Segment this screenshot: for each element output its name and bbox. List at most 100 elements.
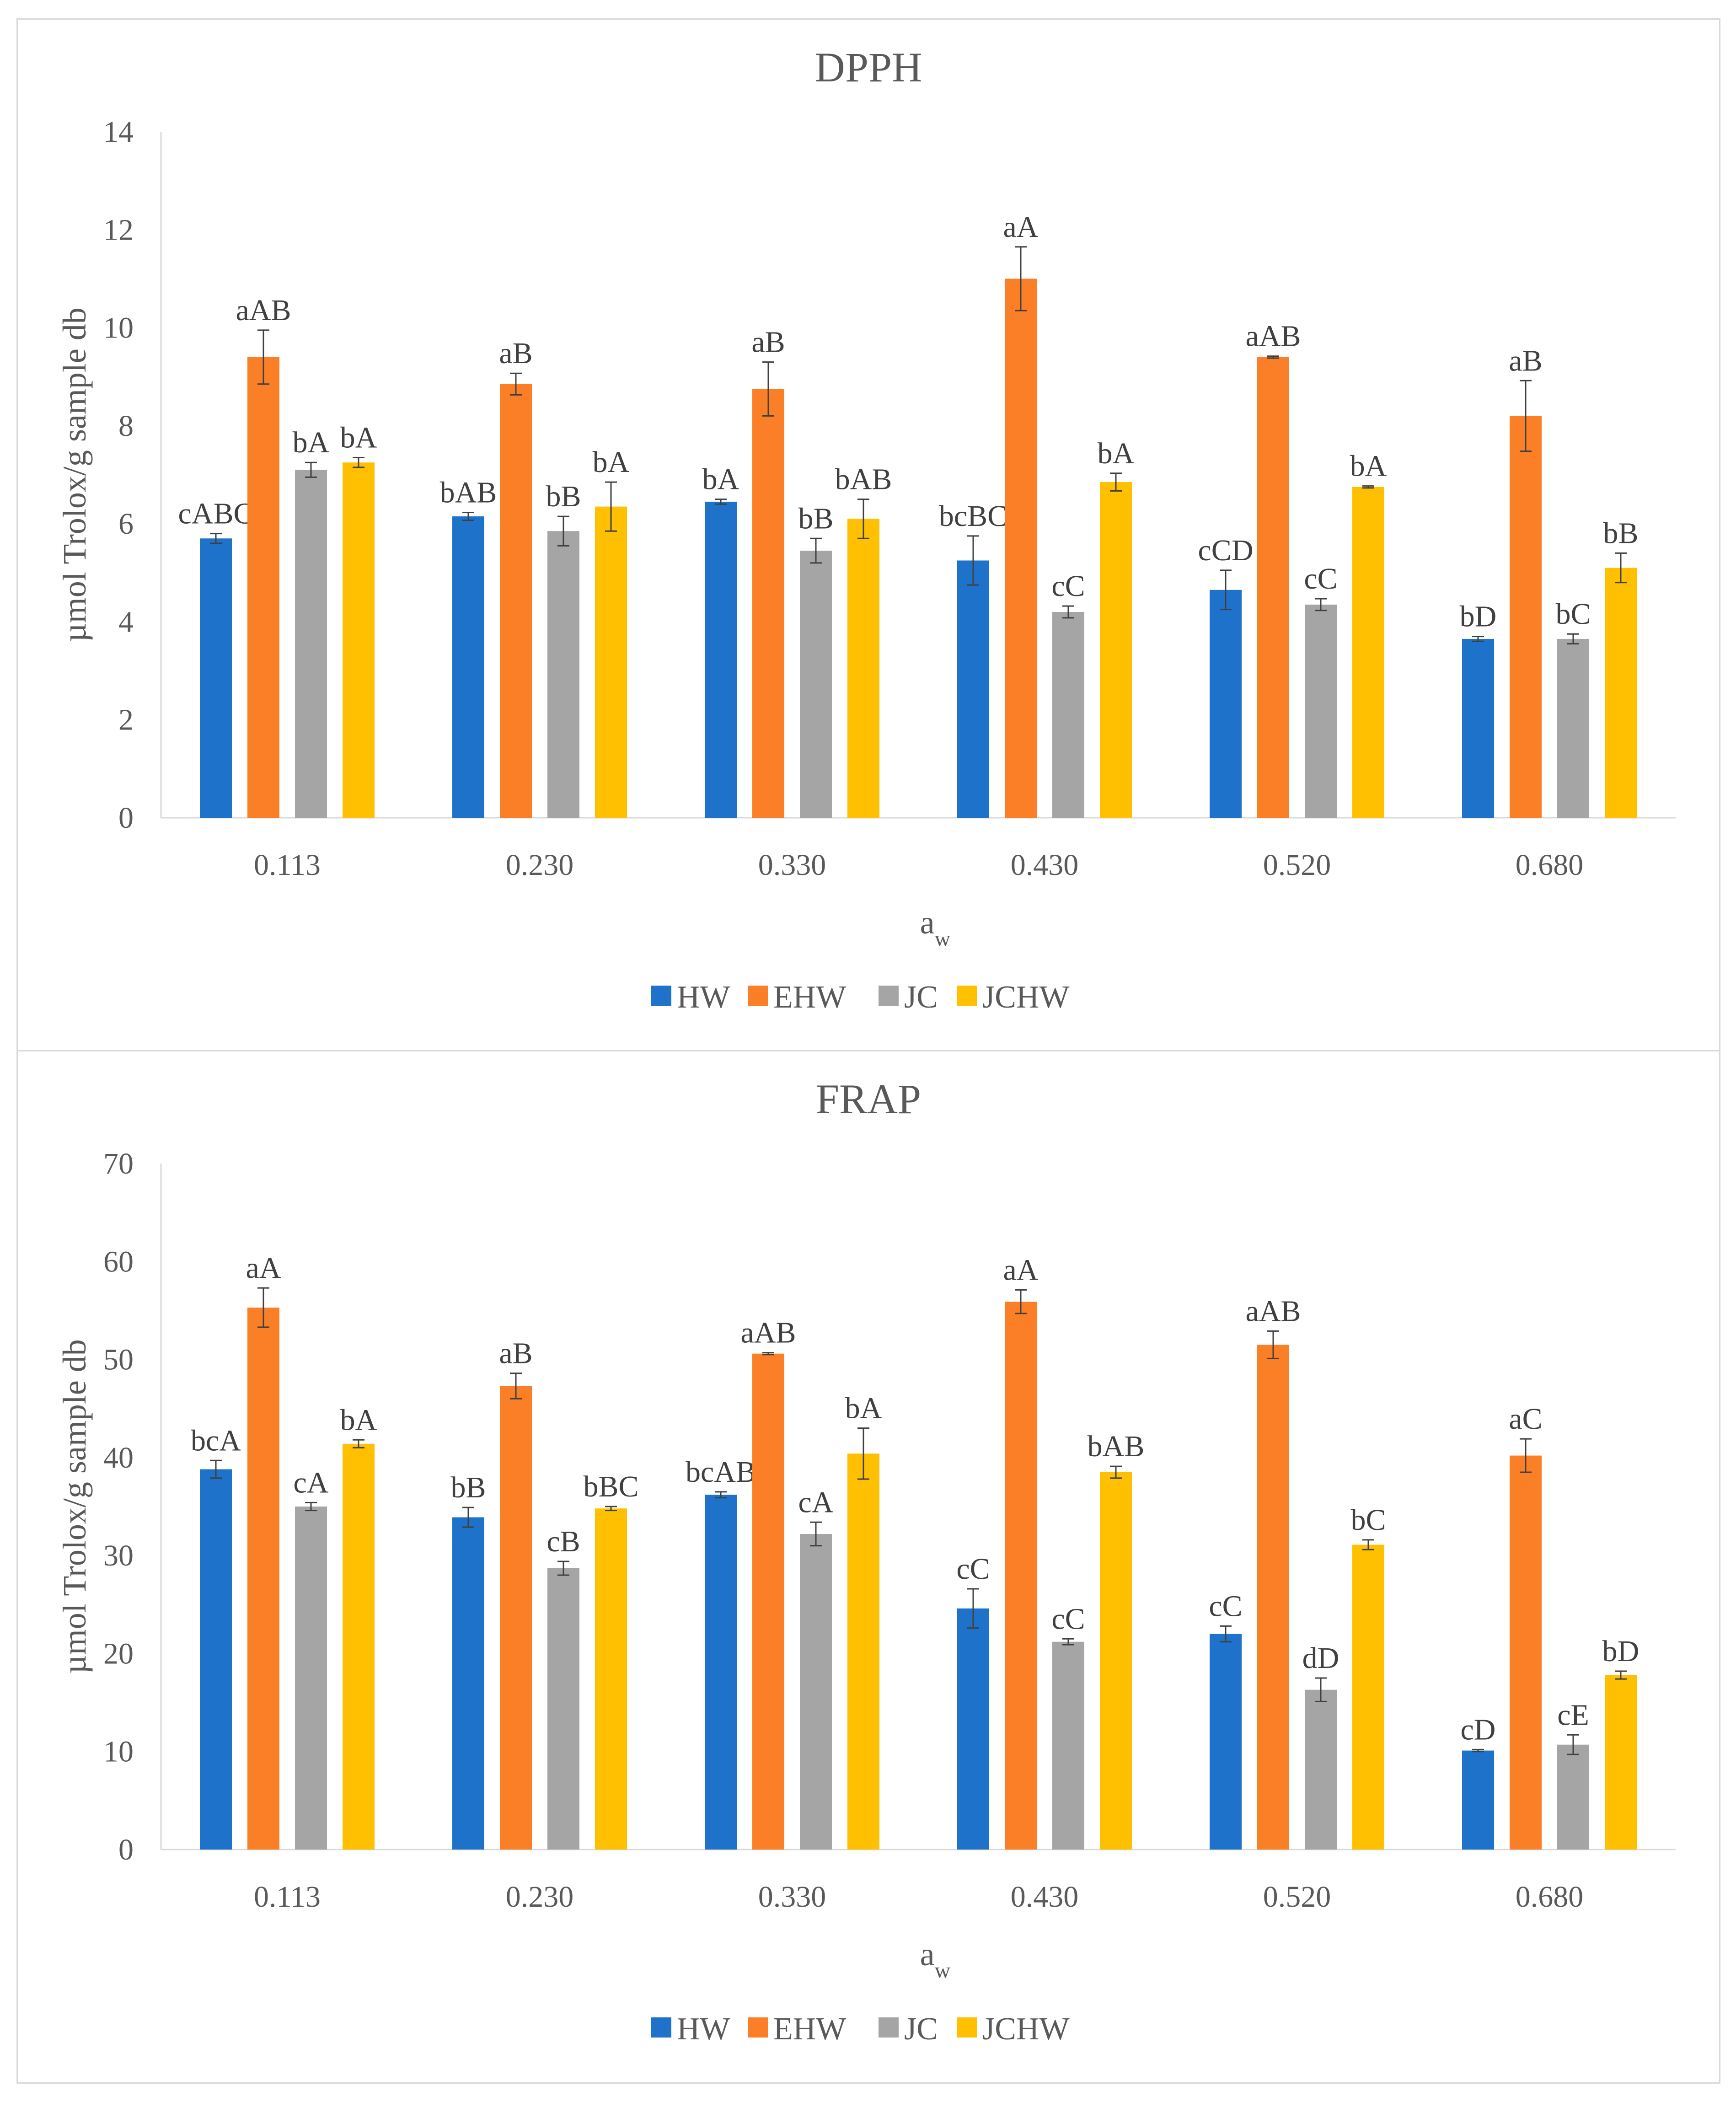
frap-y-tick-label: 0 [118,1833,134,1866]
frap-y-tick-label: 50 [103,1343,134,1377]
frap-legend-swatch-ehw [748,2017,768,2038]
frap-data-label: cA [798,1485,834,1519]
dpph-error-bar [557,515,569,547]
frap-x-tick-label: 0.520 [1263,1880,1331,1914]
dpph-x-tick-label: 0.680 [1516,848,1584,882]
frap-bar-hw [452,1517,484,1850]
frap-data-label: cD [1461,1713,1496,1746]
dpph-error-bar [1267,355,1279,359]
frap-legend-label-hw: HW [677,2011,730,2047]
frap-data-label: dD [1302,1641,1340,1675]
dpph-data-label: bA [1098,437,1135,470]
frap-error-bar [1267,1330,1279,1359]
frap-x-tick-label: 0.113 [254,1880,321,1914]
dpph-error-bar [1472,636,1484,642]
dpph-error-bar [1615,552,1627,584]
dpph-bar-jc [295,470,327,818]
dpph-data-label: cC [1051,569,1085,603]
frap-bar-jchw [343,1443,375,1850]
dpph-error-bar [967,535,979,586]
dpph-bar-ehw [1257,357,1289,818]
dpph-bar-hw [1462,638,1494,818]
frap-error-bar [257,1287,269,1328]
dpph-bar-hw [200,538,232,818]
frap-error-bar [1015,1289,1027,1314]
dpph-bar-ehw [752,389,784,818]
dpph-data-label: bA [593,445,630,479]
dpph-legend-label-jc: JC [904,980,938,1015]
dpph-legend-swatch-ehw [748,986,768,1006]
dpph-data-label: bB [798,502,833,535]
frap-data-label: bD [1602,1635,1640,1668]
frap-bar-ehw [1257,1345,1289,1850]
dpph-y-tick-label: 2 [118,703,134,737]
dpph-data-label: bA [702,463,739,496]
dpph-bar-jc [1052,612,1084,818]
dpph-x-tick-label: 0.430 [1011,848,1079,882]
frap-error-bar [715,1491,727,1499]
dpph-bar-jc [1305,604,1337,818]
frap-error-bar [1520,1438,1532,1473]
dpph-data-label: cCD [1198,534,1254,567]
frap-bar-jc [295,1507,327,1850]
dpph-error-bar [605,481,617,532]
frap-x-axis-label: aw [920,1936,951,1983]
frap-chart-panel: FRAP 0 10 20 30 40 50 60 70 µmol Trolox/g sample … [16,1050,1720,2084]
frap-data-label: aA [1003,1253,1039,1287]
dpph-x-tick-label: 0.330 [758,848,826,882]
frap-error-bar [857,1427,869,1480]
dpph-chart: DPPH 0 2 4 6 8 10 12 14 µmol Trolox/g sample db 0.… [56,44,1676,1015]
dpph-error-bar [1015,246,1027,311]
frap-bar-jc [547,1568,579,1850]
dpph-error-bar [762,361,774,417]
frap-error-bar [353,1439,364,1448]
frap-data-label: aAB [1246,1294,1301,1328]
dpph-bar-jchw [1352,487,1384,818]
dpph-error-bar [1110,472,1122,492]
dpph-bar-jc [547,531,579,818]
frap-bar-jc [1557,1744,1589,1850]
frap-error-bar [1472,1748,1484,1753]
frap-bar-jc [1305,1689,1337,1850]
dpph-data-label: cABC [178,497,254,531]
dpph-error-bar [305,461,317,478]
dpph-data-label: bB [1603,516,1638,550]
dpph-bar-jc [1557,638,1589,818]
dpph-data-label: bA [340,421,377,455]
frap-data-label: aB [499,1337,532,1370]
dpph-error-bar [1362,485,1374,489]
dpph-x-tick-label: 0.230 [506,848,574,882]
frap-chart: FRAP 0 10 20 30 40 50 60 70 µmol Trolox/g sample … [56,1076,1676,2047]
dpph-data-label: bAB [835,463,892,496]
frap-bar-jchw [847,1453,879,1850]
frap-y-tick-label: 30 [103,1539,134,1572]
frap-bar-ehw [1005,1302,1037,1850]
dpph-legend-swatch-hw [651,986,671,1006]
frap-x-tick-label: 0.230 [506,1880,574,1914]
frap-error-bar [1062,1638,1074,1646]
frap-bar-jchw [1100,1472,1132,1850]
frap-y-tick-label: 20 [103,1637,134,1670]
dpph-data-label: aAB [236,294,291,327]
frap-data-label: bcAB [686,1455,756,1489]
dpph-title: DPPH [814,44,922,91]
dpph-data-label: bD [1460,600,1497,633]
frap-title: FRAP [816,1076,921,1122]
dpph-y-tick-label: 0 [118,801,134,835]
dpph-error-bar [353,457,364,468]
frap-bar-ehw [1510,1455,1542,1850]
frap-x-tick-label: 0.430 [1011,1880,1079,1914]
frap-y-axis-label: µmol Trolox/g sample db [56,1339,93,1674]
dpph-chart-panel: DPPH 0 2 4 6 8 10 12 14 µmol Trolox/g sample db 0.… [16,18,1720,1052]
frap-y-tick-label: 60 [103,1245,134,1278]
frap-legend-label-ehw: EHW [773,2011,846,2047]
dpph-error-bar [1062,605,1074,619]
dpph-data-label: aB [751,326,785,359]
dpph-x-tick-label: 0.520 [1263,848,1331,882]
frap-bar-hw [705,1495,737,1850]
frap-data-label: aC [1509,1402,1542,1436]
dpph-data-label: aAB [1246,320,1301,353]
dpph-error-bar [1220,569,1232,611]
frap-data-label: cC [1209,1589,1242,1623]
frap-legend-swatch-jchw [957,2017,977,2038]
